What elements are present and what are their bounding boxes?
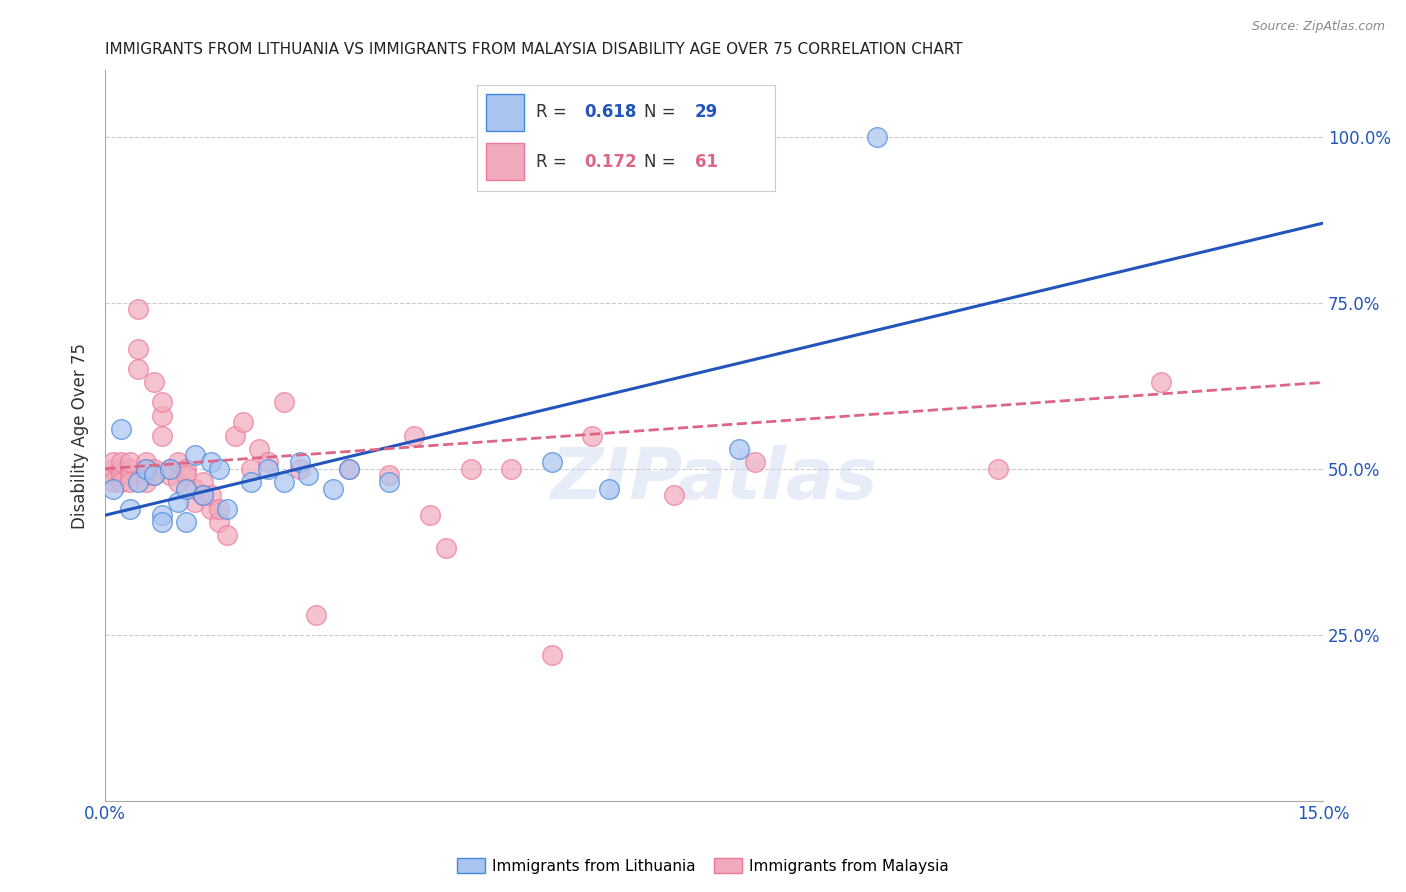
Point [159,461,181,475]
Point [200,488,222,502]
Text: ZIPatlas: ZIPatlas [551,445,877,514]
Point [215,528,238,542]
Point [208,501,231,516]
Point [1150,376,1173,390]
Point [240,475,263,489]
Point [176,461,198,475]
Point [232,415,254,429]
Point [110,455,132,469]
Y-axis label: Disability Age Over 75: Disability Age Over 75 [72,343,89,529]
Point [176,468,198,483]
Point [127,302,149,317]
Point [224,428,246,442]
Point [865,129,887,144]
Point [744,455,766,469]
Text: IMMIGRANTS FROM LITHUANIA VS IMMIGRANTS FROM MALAYSIA DISABILITY AGE OVER 75 COR: IMMIGRANTS FROM LITHUANIA VS IMMIGRANTS … [105,42,963,57]
Text: Source: ZipAtlas.com: Source: ZipAtlas.com [1251,20,1385,33]
Point [142,376,165,390]
Point [727,442,749,456]
Point [135,461,157,475]
Point [256,461,278,475]
Point [142,468,165,483]
Point [167,495,190,509]
Point [540,648,562,662]
Point [297,468,319,483]
Point [127,475,149,489]
Point [305,607,328,622]
Point [103,461,125,475]
Point [183,449,205,463]
Legend: Immigrants from Lithuania, Immigrants from Malaysia: Immigrants from Lithuania, Immigrants fr… [451,852,955,880]
Point [183,495,205,509]
Point [118,475,141,489]
Point [150,428,173,442]
Point [337,461,360,475]
Point [176,482,198,496]
Point [176,515,198,529]
Point [159,461,181,475]
Point [200,455,222,469]
Point [249,442,271,456]
Point [337,461,360,475]
Point [183,482,205,496]
Point [142,461,165,475]
Point [191,488,214,502]
Point [215,501,238,516]
Point [110,461,132,475]
Point [110,468,132,483]
Point [662,488,685,502]
Point [135,461,157,475]
Point [103,455,125,469]
Point [135,475,157,489]
Point [150,508,173,523]
Point [150,409,173,423]
Point [402,428,425,442]
Point [322,482,344,496]
Point [240,461,263,475]
Point [581,428,603,442]
Point [288,455,311,469]
Point [256,455,278,469]
Point [273,395,295,409]
Point [200,501,222,516]
Point [434,541,457,556]
Point [208,461,231,475]
Point [273,475,295,489]
Point [103,468,125,483]
Point [288,461,311,475]
Point [118,461,141,475]
Point [135,468,157,483]
Point [159,468,181,483]
Point [142,468,165,483]
Point [460,461,482,475]
Point [167,455,190,469]
Point [118,501,141,516]
Point [103,482,125,496]
Point [378,468,401,483]
Point [208,515,231,529]
Point [103,475,125,489]
Point [378,475,401,489]
Point [987,461,1010,475]
Point [419,508,441,523]
Point [127,343,149,357]
Point [150,515,173,529]
Point [118,455,141,469]
Point [150,395,173,409]
Point [118,468,141,483]
Point [167,475,190,489]
Point [598,482,620,496]
Point [110,475,132,489]
Point [501,461,523,475]
Point [191,475,214,489]
Point [135,455,157,469]
Point [110,422,132,436]
Point [127,362,149,376]
Point [540,455,562,469]
Point [191,488,214,502]
